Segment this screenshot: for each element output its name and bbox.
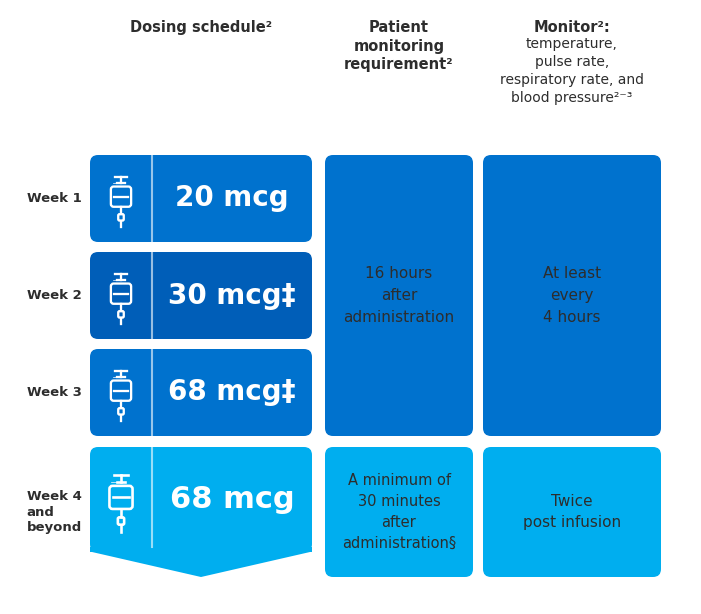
Text: Twice
post infusion: Twice post infusion: [523, 494, 621, 530]
Text: 16 hours
after
administration: 16 hours after administration: [343, 266, 454, 325]
FancyBboxPatch shape: [483, 155, 661, 436]
FancyBboxPatch shape: [325, 155, 473, 436]
Text: 68 mcg‡: 68 mcg‡: [168, 378, 296, 406]
Text: Week 1: Week 1: [27, 192, 82, 205]
FancyBboxPatch shape: [90, 252, 312, 339]
Text: temperature,
pulse rate,
respiratory rate, and
blood pressure²⁻³: temperature, pulse rate, respiratory rat…: [500, 37, 644, 104]
Text: Monitor²:: Monitor²:: [533, 20, 611, 35]
FancyBboxPatch shape: [483, 447, 661, 577]
Text: Dosing schedule²: Dosing schedule²: [130, 20, 272, 35]
Text: 30 mcg‡: 30 mcg‡: [168, 281, 296, 309]
Polygon shape: [92, 552, 310, 577]
Text: 68 mcg: 68 mcg: [170, 485, 294, 514]
FancyBboxPatch shape: [325, 447, 473, 577]
Text: A minimum of
30 minutes
after
administration§: A minimum of 30 minutes after administra…: [342, 473, 456, 551]
Text: 20 mcg: 20 mcg: [175, 184, 289, 212]
FancyBboxPatch shape: [90, 349, 312, 436]
FancyBboxPatch shape: [90, 447, 312, 552]
Text: At least
every
4 hours: At least every 4 hours: [543, 266, 601, 325]
Text: Week 3: Week 3: [27, 386, 82, 399]
Text: Week 4
and
beyond: Week 4 and beyond: [27, 489, 82, 535]
Polygon shape: [90, 547, 312, 552]
Text: Week 2: Week 2: [27, 289, 82, 302]
FancyBboxPatch shape: [90, 155, 312, 242]
Text: Patient
monitoring
requirement²: Patient monitoring requirement²: [344, 20, 454, 72]
